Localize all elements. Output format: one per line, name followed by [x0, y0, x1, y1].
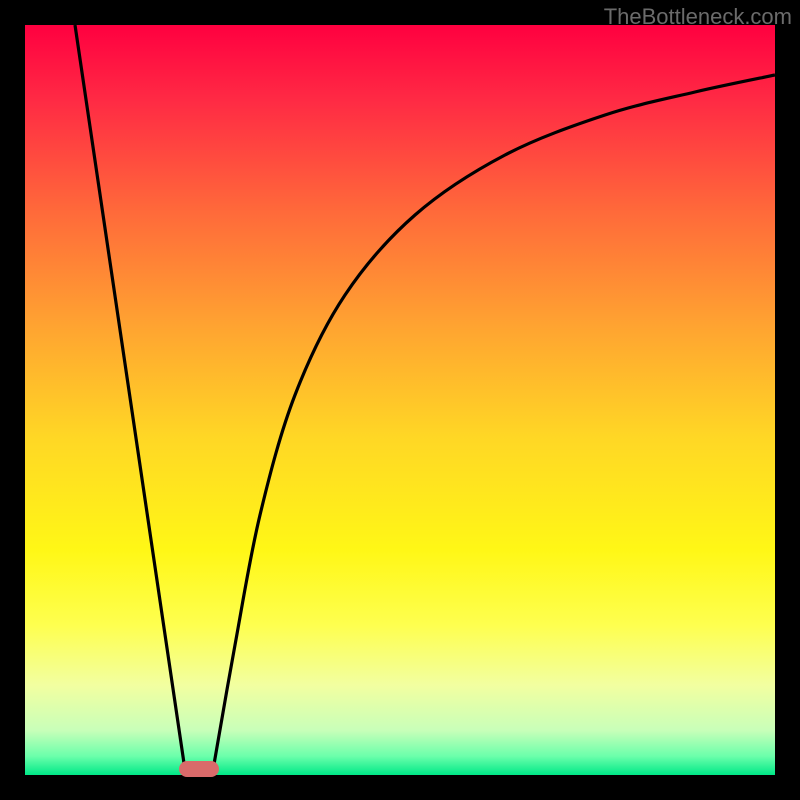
chart-container: TheBottleneck.com [0, 0, 800, 800]
optimum-marker [179, 761, 219, 777]
bottleneck-curve [25, 25, 775, 775]
plot-area [25, 25, 775, 775]
watermark-text: TheBottleneck.com [604, 4, 792, 30]
